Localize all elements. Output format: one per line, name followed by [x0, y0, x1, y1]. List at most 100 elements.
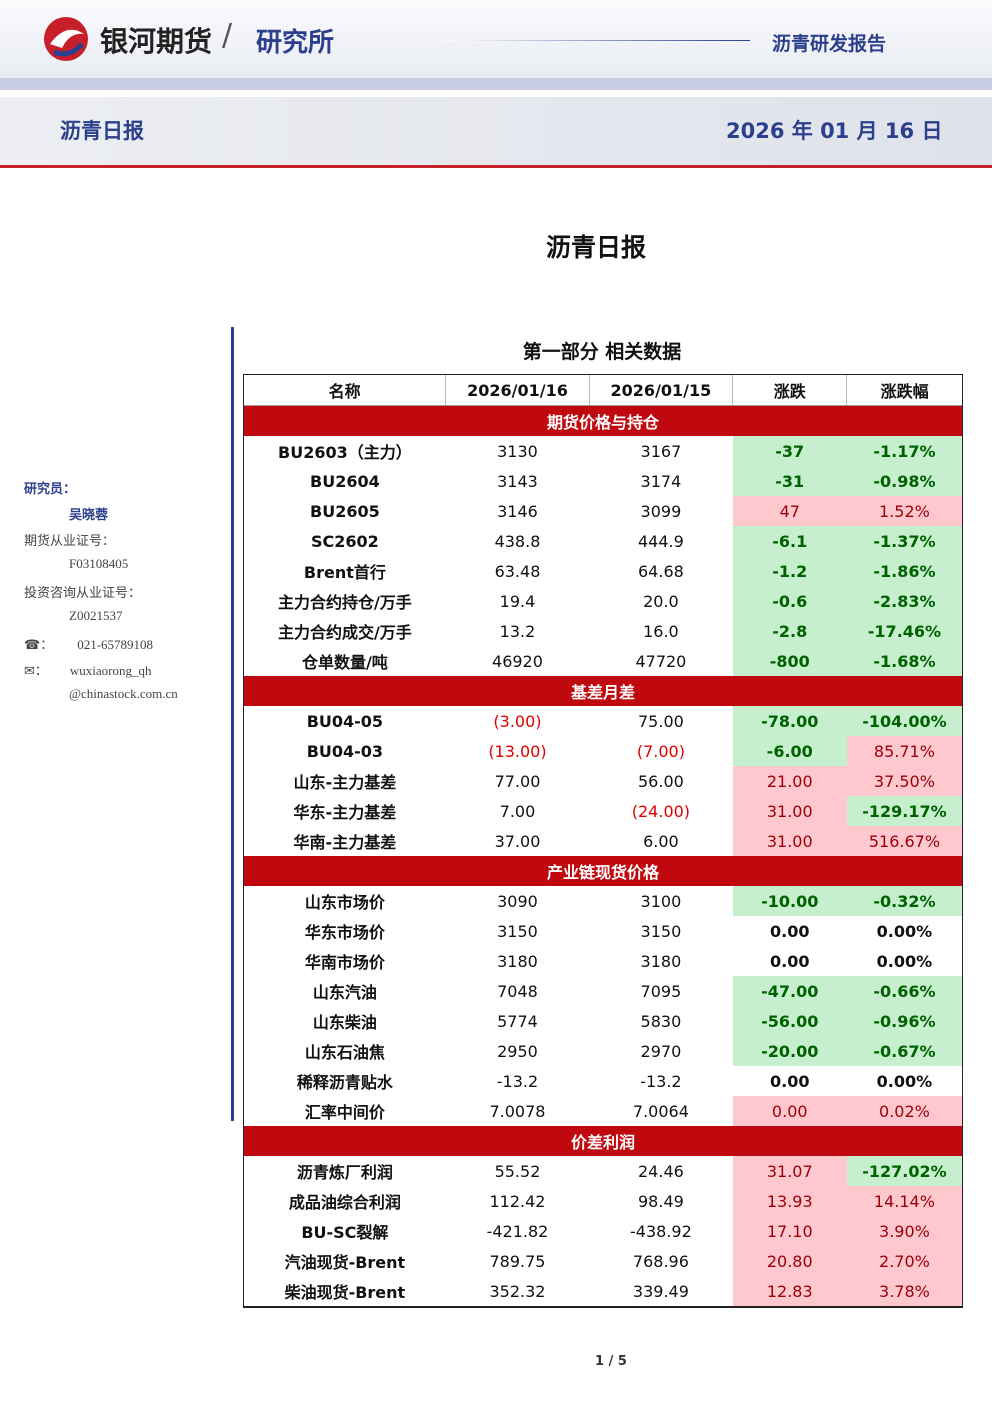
- cell: 3090: [497, 891, 538, 911]
- license: F03108405: [69, 556, 129, 571]
- group-row: 产业链现货价格: [244, 856, 962, 886]
- data-row: 华东-主力基差 7.00 (24.00) 31.00 -129.17%: [244, 796, 962, 826]
- row-name: 山东市场价: [304, 893, 385, 912]
- cell: 31.07: [732, 1156, 847, 1186]
- band: [0, 78, 992, 90]
- cell: 0.00%: [876, 921, 933, 941]
- row-name: 仓单数量/吨: [301, 653, 388, 672]
- cell: -0.32%: [846, 886, 962, 916]
- cell: 3.90%: [846, 1216, 962, 1246]
- cell: 7.0064: [632, 1101, 689, 1121]
- group-row: 期货价格与持仓: [244, 405, 962, 436]
- cell: -104.00%: [846, 706, 962, 736]
- email-icon: ✉：: [24, 663, 48, 678]
- cell: 1.52%: [846, 496, 962, 526]
- cell: 14.14%: [846, 1186, 962, 1216]
- cell: -1.68%: [846, 646, 962, 676]
- row-name: 汽油现货-Brent: [284, 1253, 406, 1272]
- row-name: Brent首行: [303, 563, 386, 582]
- analyst: 吴晓蓉: [69, 507, 109, 522]
- cell: 0.00: [770, 951, 810, 971]
- row-name: 华东-主力基差: [293, 803, 397, 822]
- row-name: BU2605: [310, 501, 380, 521]
- data-row: 仓单数量/吨 46920 47720 -800 -1.68%: [244, 646, 962, 676]
- cell: 55.52: [494, 1161, 541, 1181]
- cell: 7048: [497, 981, 538, 1001]
- cell: 3130: [497, 441, 538, 461]
- row-name: BU04-05: [306, 711, 384, 731]
- cell: -1.17%: [846, 436, 962, 466]
- cell: 3150: [640, 921, 682, 941]
- group-name: 期货价格与持仓: [244, 405, 962, 436]
- consult-label: 投资咨询从业证号：: [24, 585, 142, 600]
- column-header: 名称: [244, 375, 447, 406]
- cell: 47: [732, 496, 847, 526]
- cell: 3180: [640, 951, 682, 971]
- cell: -10.00: [732, 886, 847, 916]
- cell: (24.00): [631, 801, 691, 821]
- data-row: 主力合约持仓/万手 19.4 20.0 -0.6 -2.83%: [244, 586, 962, 616]
- brand: 银河期货: [100, 25, 213, 58]
- data-row: 山东-主力基差 77.00 56.00 21.00 37.50%: [244, 766, 962, 796]
- cell: 3146: [497, 501, 538, 521]
- data-row: BU2603（主力） 3130 3167 -37 -1.17%: [244, 436, 962, 466]
- header-bar: [0, 0, 992, 78]
- cell: 13.93: [732, 1186, 847, 1216]
- data-table: 名称 2026/01/16 2026/01/15 涨跌 涨跌幅 期货价格与持仓 BU2603…: [244, 375, 962, 1306]
- cell: 21.00: [732, 766, 847, 796]
- title-band: [0, 97, 992, 168]
- cell: -13.2: [496, 1071, 539, 1091]
- cell: 3143: [497, 471, 538, 491]
- data-row: 山东市场价 3090 3100 -10.00 -0.32%: [244, 886, 962, 916]
- data-row: BU-SC裂解 -421.82 -438.92 17.10 3.90%: [244, 1216, 962, 1246]
- cell: 56.00: [638, 771, 684, 791]
- cell: -0.96%: [846, 1006, 962, 1036]
- column-header: 2026/01/15: [589, 375, 734, 406]
- email: wuxiaorong_qh: [69, 663, 152, 678]
- dept: 研究所: [256, 28, 335, 58]
- cell: 2950: [497, 1041, 538, 1061]
- cell: 24.46: [638, 1161, 684, 1181]
- cell: 37.00: [494, 831, 541, 851]
- cell: -1.2: [732, 556, 847, 586]
- report-type: 沥青研发报告: [772, 33, 887, 55]
- column-header: 涨跌: [732, 375, 848, 406]
- cell: -421.82: [486, 1221, 549, 1241]
- cell: 37.50%: [846, 766, 962, 796]
- cell: 352.32: [489, 1281, 546, 1301]
- data-row: 华东市场价 3150 3150 0.00 0.00%: [244, 916, 962, 946]
- cell: 31.00: [732, 796, 847, 826]
- data-row: 山东石油焦 2950 2970 -20.00 -0.67%: [244, 1036, 962, 1066]
- data-row: 山东汽油 7048 7095 -47.00 -0.66%: [244, 976, 962, 1006]
- cell: 20.80: [732, 1246, 847, 1276]
- cell: -800: [732, 646, 847, 676]
- cell: 12.83: [732, 1276, 847, 1306]
- cell: -56.00: [732, 1006, 847, 1036]
- row-name: 华南市场价: [304, 953, 385, 972]
- cell: 5830: [640, 1011, 682, 1031]
- cell: 3099: [640, 501, 682, 521]
- cell: -2.8: [732, 616, 847, 646]
- data-row: 汽油现货-Brent 789.75 768.96 20.80 2.70%: [244, 1246, 962, 1276]
- cell: -78.00: [732, 706, 847, 736]
- data-row: 成品油综合利润 112.42 98.49 13.93 14.14%: [244, 1186, 962, 1216]
- table-box: 名称 2026/01/16 2026/01/15 涨跌 涨跌幅 期货价格与持仓 BU2603…: [243, 374, 963, 1308]
- group-row: 价差利润: [244, 1126, 962, 1156]
- cell: 7.0078: [489, 1101, 546, 1121]
- cell: 3180: [497, 951, 538, 971]
- row-name: 稀释沥青贴水: [296, 1073, 393, 1092]
- row-name: 山东汽油: [312, 983, 377, 1002]
- cell: -0.66%: [846, 976, 962, 1006]
- cell: -0.98%: [846, 466, 962, 496]
- row-name: 华南-主力基差: [293, 833, 397, 852]
- row-name: SC2602: [310, 531, 379, 551]
- cell: 63.48: [494, 561, 541, 581]
- row-name: 山东石油焦: [304, 1043, 385, 1062]
- row-name: BU04-03: [306, 741, 384, 761]
- cell: 112.42: [489, 1191, 546, 1211]
- cell: -438.92: [630, 1221, 692, 1241]
- cell: -6.1: [732, 526, 847, 556]
- cell: 5774: [497, 1011, 538, 1031]
- column-header: 涨跌幅: [846, 375, 962, 406]
- cell: -13.2: [640, 1071, 682, 1091]
